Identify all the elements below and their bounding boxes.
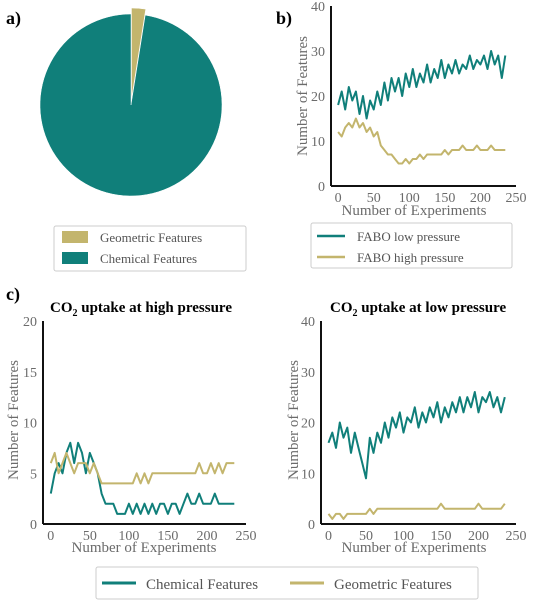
chart-c-left-ytick: 5 [30, 467, 37, 482]
panel-label-c: c) [6, 284, 20, 305]
chart-c-right-xtick: 250 [506, 529, 527, 544]
chart-c-right-series-geometric-features [327, 502, 506, 520]
chart-c-right-xtick: 100 [393, 529, 414, 544]
bottom-legend: Chemical Features Geometric Features [95, 566, 479, 600]
chart-b-ytick: 30 [311, 45, 325, 60]
chart-c-left-xtick: 250 [236, 529, 257, 544]
chart-b-ylabel: Number of Features [295, 36, 311, 156]
chart-b: 0 50 100 150 200 250 0 10 20 30 40 [311, 0, 527, 206]
chart-c-right-ytick: 30 [301, 366, 315, 381]
chart-c-right-xtick: 200 [468, 529, 489, 544]
chart-c-right-ylabel: Number of Features [286, 360, 302, 480]
chart-c-left-xlabel: Number of Experiments [72, 540, 217, 556]
legend-swatch-geometric [62, 231, 88, 243]
chart-c-right-ytick: 40 [301, 315, 315, 330]
legend-label-low: FABO low pressure [357, 229, 460, 244]
chart-c-right-ytick: 20 [301, 417, 315, 432]
chart-c-left-xtick: 50 [83, 529, 97, 544]
legend-label-high: FABO high pressure [357, 250, 464, 265]
chart-b-xtick: 0 [335, 191, 342, 206]
chart-b-series-fabo-high-pressure [337, 117, 506, 165]
chart-c-right-xtick: 0 [325, 529, 332, 544]
chart-b-series-fabo-low-pressure [337, 50, 507, 120]
chart-c-left-xtick: 200 [196, 529, 217, 544]
chart-c-left-ytick: 20 [23, 315, 37, 330]
chart-c-left-xtick: 150 [157, 529, 178, 544]
chart-c-right-ytick: 10 [301, 467, 315, 482]
panel-label-b: b) [276, 8, 292, 29]
chart-c-left-xtick: 0 [47, 529, 54, 544]
legend-swatch-chemical [62, 252, 88, 264]
chart-c-right-xtick: 50 [359, 529, 373, 544]
panel-label-a: a) [6, 8, 21, 29]
chart-b-xtick: 200 [470, 191, 491, 206]
chart-b-xtick: 250 [506, 191, 527, 206]
chart-c-left-series-geometric-features [49, 451, 235, 485]
pie-legend-box [53, 225, 247, 272]
chart-c-right-series-chemical-features [327, 391, 506, 480]
chart-c-right-title: CO2 uptake at low pressure [330, 300, 506, 319]
bottom-legend-box [95, 566, 479, 600]
pie-legend: Geometric Features Chemical Features [53, 225, 247, 272]
chart-c-left-xtick: 100 [118, 529, 139, 544]
pie-slice-chemical-features [39, 13, 223, 197]
pie-chart [39, 7, 223, 197]
bottom-legend-label-geometric: Geometric Features [334, 577, 452, 593]
chart-c-left: 0 50 100 150 200 250 0 5 10 15 20 [23, 315, 257, 544]
chart-b-ytick: 10 [311, 135, 325, 150]
chart-b-ytick: 20 [311, 90, 325, 105]
chart-b-legend-box [310, 222, 513, 269]
chart-b-xtick: 150 [434, 191, 455, 206]
chart-c-left-ytick: 0 [30, 518, 37, 533]
chart-c-left-ytick: 15 [23, 366, 37, 381]
chart-c-left-title: CO2 uptake at high pressure [50, 300, 232, 319]
chart-b-ytick: 0 [318, 180, 325, 195]
chart-b-ytick: 40 [311, 0, 325, 15]
bottom-legend-label-chemical: Chemical Features [146, 577, 258, 593]
pie-slice-geometric-features [131, 7, 146, 100]
chart-c-left-ylabel: Number of Features [6, 360, 22, 480]
chart-c-right-xlabel: Number of Experiments [342, 540, 487, 556]
chart-b-xtick: 100 [399, 191, 420, 206]
chart-c-right: 0 50 100 150 200 250 0 10 20 30 40 [301, 315, 527, 544]
chart-b-xtick: 50 [367, 191, 381, 206]
chart-b-xlabel: Number of Experiments [342, 203, 487, 219]
chart-c-left-series-chemical-features [49, 441, 235, 515]
legend-label-geometric: Geometric Features [100, 230, 202, 245]
chart-b-legend: FABO low pressure FABO high pressure [310, 222, 513, 269]
chart-c-right-ytick: 0 [308, 518, 315, 533]
legend-label-chemical: Chemical Features [100, 251, 197, 266]
chart-c-right-xtick: 150 [431, 529, 452, 544]
chart-c-left-ytick: 10 [23, 417, 37, 432]
